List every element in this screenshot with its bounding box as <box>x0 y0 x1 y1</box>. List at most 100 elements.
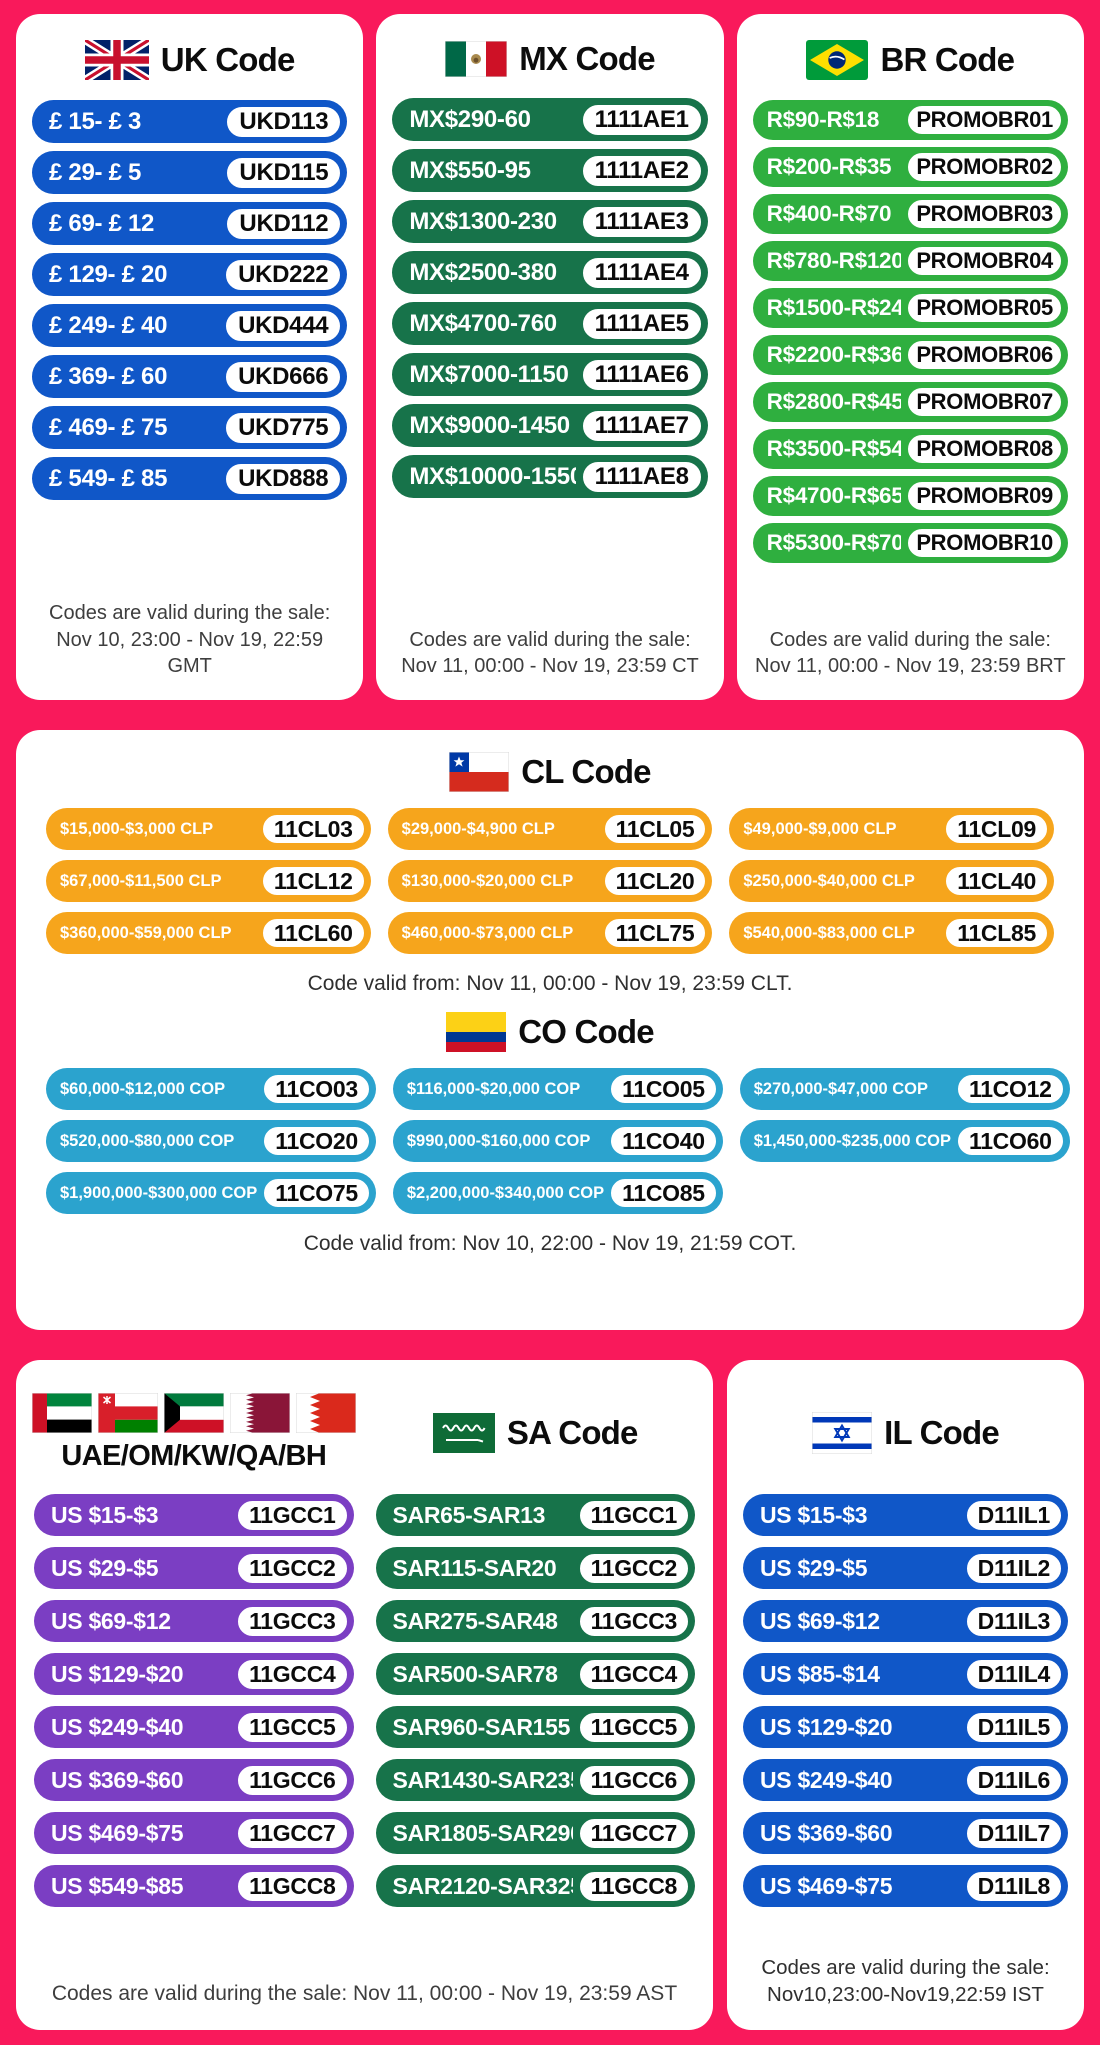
coupon-pill: US $29-$5 D11IL2 <box>743 1547 1068 1589</box>
discount-label: R$1500-R$240 <box>766 295 902 320</box>
coupon-pill: $1,900,000-$300,000 COP 11CO75 <box>46 1172 376 1214</box>
discount-label: R$4700-R$650 <box>766 483 902 508</box>
discount-label: MX$4700-760 <box>409 309 557 337</box>
coupon-code-badge: 1111AE2 <box>579 152 704 189</box>
discount-label: MX$290-60 <box>409 105 531 133</box>
discount-label: US $15-$3 <box>760 1501 868 1528</box>
discount-label: SAR1430-SAR235 <box>392 1766 573 1793</box>
coupon-pill: $250,000-$40,000 CLP 11CL40 <box>729 860 1054 902</box>
coupon-pill: $116,000-$20,000 COP 11CO05 <box>392 1068 723 1110</box>
coupon-pill: R$2200-R$360 PROMOBR06 <box>752 335 1068 375</box>
discount-label: £ 29- £ 5 <box>49 158 142 186</box>
discount-label: US $249-$40 <box>760 1766 893 1793</box>
gcc-sa-panel: UAE/OM/KW/QA/BH US $15-$3 11GCC1 US $29-… <box>16 1360 713 2030</box>
discount-label: $29,000-$4,900 CLP <box>401 819 555 838</box>
co-validity-note: Code valid from: Nov 10, 22:00 - Nov 19,… <box>303 1232 797 1255</box>
coupon-code-badge: 11CO75 <box>261 1176 372 1210</box>
mx-panel-title: MX Code <box>519 40 655 77</box>
coupon-code-badge: PROMOBR03 <box>905 197 1064 231</box>
discount-label: US $29-$5 <box>51 1554 159 1581</box>
coupon-pill: US $249-$40 11GCC5 <box>34 1706 354 1748</box>
coupon-pill: US $69-$12 11GCC3 <box>34 1600 354 1642</box>
coupon-pill: MX$10000-1550 1111AE8 <box>392 455 708 498</box>
coupon-pill: US $85-$14 D11IL4 <box>743 1653 1068 1695</box>
discount-label: £ 549- £ 85 <box>49 464 168 492</box>
br-validity-note: Codes are valid during the sale: Nov 11,… <box>755 628 1066 678</box>
top-coupon-row: UK Code £ 15- £ 3 UKD113 £ 29- £ 5 UKD11… <box>16 14 1084 700</box>
discount-label: $1,450,000-$235,000 COP <box>753 1131 951 1150</box>
coupon-pill: $360,000-$59,000 CLP 11CL60 <box>46 912 371 954</box>
discount-label: MX$9000-1450 <box>409 411 570 439</box>
coupon-pill: SAR65-SAR13 11GCC1 <box>375 1494 695 1536</box>
coupon-code-badge: 11CL75 <box>601 916 709 950</box>
mx-coupon-list: MX$290-60 1111AE1 MX$550-95 1111AE2 MX$1… <box>392 98 708 498</box>
coupon-code-badge: PROMOBR06 <box>905 338 1064 372</box>
coupon-pill: $520,000-$80,000 COP 11CO20 <box>46 1120 376 1162</box>
discount-label: US $469-$75 <box>760 1872 893 1899</box>
coupon-code-badge: D11IL2 <box>963 1550 1064 1586</box>
co-coupon-grid: $60,000-$12,000 COP 11CO03 $116,000-$20,… <box>46 1068 1070 1214</box>
coupon-code-badge: PROMOBR10 <box>905 526 1064 560</box>
coupon-code-badge: 1111AE8 <box>579 458 704 495</box>
uae-flag-icon <box>31 1393 92 1433</box>
saudi-arabia-flag-icon <box>432 1413 495 1453</box>
coupon-pill: £ 549- £ 85 UKD888 <box>32 457 348 500</box>
gcc-sa-validity-note: Codes are valid during the sale: Nov 11,… <box>51 1982 678 2005</box>
discount-label: SAR960-SAR155 <box>392 1713 571 1740</box>
coupon-code-badge: 11CO12 <box>954 1072 1066 1106</box>
coupon-pill: £ 369- £ 60 UKD666 <box>32 355 348 398</box>
coupon-pill: $540,000-$83,000 CLP 11CL85 <box>729 912 1054 954</box>
coupon-pill: US $29-$5 11GCC2 <box>34 1547 354 1589</box>
coupon-pill: MX$2500-380 1111AE4 <box>392 251 708 294</box>
coupon-code-badge: 1111AE6 <box>579 356 704 393</box>
discount-label: R$90-R$18 <box>766 107 880 132</box>
coupon-pill: $2,200,000-$340,000 COP 11CO85 <box>392 1172 723 1214</box>
coupon-code-badge: 11GCC1 <box>235 1497 350 1533</box>
coupon-code-badge: UKD888 <box>223 460 344 497</box>
coupon-pill: $990,000-$160,000 COP 11CO40 <box>392 1120 723 1162</box>
coupon-code-badge: 11CL40 <box>943 864 1050 898</box>
coupon-pill: US $369-$60 11GCC6 <box>34 1759 354 1801</box>
coupon-code-badge: UKD112 <box>224 205 344 242</box>
coupon-code-badge: 11CL85 <box>943 916 1050 950</box>
discount-label: $250,000-$40,000 CLP <box>743 871 915 890</box>
il-code-panel: IL Code US $15-$3 D11IL1 US $29-$5 D11IL… <box>727 1360 1084 2030</box>
discount-label: £ 129- £ 20 <box>49 260 168 288</box>
discount-label: $360,000-$59,000 CLP <box>60 923 232 942</box>
uk-validity-note: Codes are valid during the sale: Nov 10,… <box>49 602 331 678</box>
kuwait-flag-icon <box>163 1393 224 1433</box>
discount-label: $60,000-$12,000 COP <box>60 1079 226 1098</box>
coupon-code-badge: 11GCC1 <box>576 1497 691 1533</box>
discount-label: US $29-$5 <box>760 1554 868 1581</box>
coupon-code-badge: PROMOBR08 <box>905 432 1064 466</box>
discount-label: £ 249- £ 40 <box>49 311 168 339</box>
coupon-pill: R$780-R$120 PROMOBR04 <box>752 241 1068 281</box>
coupon-pill: $60,000-$12,000 COP 11CO03 <box>46 1068 376 1110</box>
discount-label: $520,000-$80,000 COP <box>60 1131 235 1150</box>
gcc-flags <box>31 1393 356 1433</box>
coupon-code-badge: PROMOBR05 <box>905 291 1064 325</box>
discount-label: $67,000-$11,500 CLP <box>60 871 222 890</box>
discount-label: US $249-$40 <box>51 1713 184 1740</box>
coupon-pill: MX$7000-1150 1111AE6 <box>392 353 708 396</box>
discount-label: MX$7000-1150 <box>409 360 569 388</box>
discount-label: $540,000-$83,000 CLP <box>743 923 915 942</box>
coupon-code-badge: 11GCC8 <box>576 1868 691 1904</box>
coupon-pill: MX$9000-1450 1111AE7 <box>392 404 708 447</box>
il-validity-note: Codes are valid during the sale: Nov10,2… <box>761 1955 1050 2006</box>
discount-label: £ 369- £ 60 <box>49 362 168 390</box>
coupon-pill: SAR115-SAR20 11GCC2 <box>375 1547 695 1589</box>
discount-label: $270,000-$47,000 COP <box>753 1079 929 1098</box>
coupon-code-badge: 11CL20 <box>601 864 709 898</box>
discount-label: US $369-$60 <box>51 1766 184 1793</box>
discount-label: MX$1300-230 <box>409 207 557 235</box>
discount-label: MX$550-95 <box>409 156 531 184</box>
coupon-pill: $460,000-$73,000 CLP 11CL75 <box>387 912 713 954</box>
coupon-code-badge: UKD222 <box>223 256 344 293</box>
gcc-column: UAE/OM/KW/QA/BH US $15-$3 11GCC1 US $29-… <box>31 1380 356 1907</box>
coupon-code-badge: 11GCC5 <box>235 1709 350 1745</box>
coupon-code-badge: D11IL3 <box>963 1603 1064 1639</box>
coupon-code-badge: 11GCC4 <box>235 1656 350 1692</box>
uk-panel-header: UK Code <box>32 40 347 80</box>
coupon-code-badge: D11IL6 <box>963 1762 1064 1798</box>
